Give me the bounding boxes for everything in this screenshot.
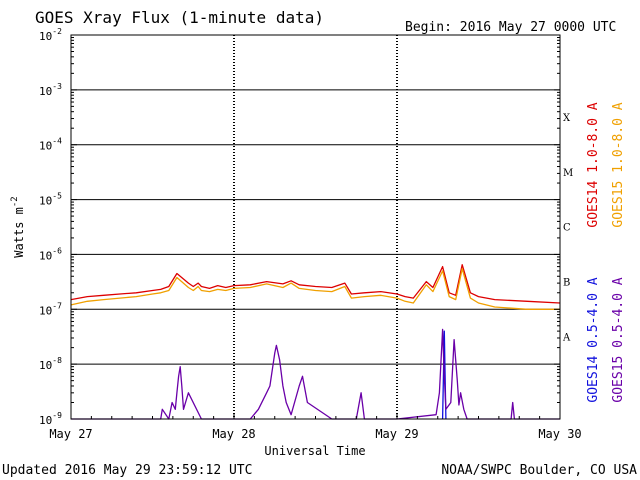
chart-title: GOES Xray Flux (1-minute data) bbox=[35, 8, 324, 27]
y-tick-label-exponent: -4 bbox=[52, 137, 62, 146]
y-tick-label-base: 10 bbox=[39, 304, 52, 317]
y-tick-label-3: 10-6 bbox=[39, 246, 62, 262]
x-axis-ticks: May 27 May 28 May 29 May 30 bbox=[49, 413, 582, 441]
legend: GOES14 1.0-8.0 A GOES15 1.0-8.0 A GOES14 0… bbox=[586, 102, 626, 402]
x-tick-label-0: May 27 bbox=[49, 427, 92, 441]
y-tick-label-4: 10-5 bbox=[39, 192, 62, 208]
flare-class-c: C bbox=[563, 223, 571, 234]
legend-entry-3: GOES15 0.5-4.0 A bbox=[611, 277, 626, 402]
series-layer bbox=[70, 264, 561, 420]
x-tick-label-3: May 30 bbox=[538, 427, 581, 441]
y-tick-label-5: 10-4 bbox=[39, 137, 62, 153]
y-tick-label-exponent: -8 bbox=[52, 356, 62, 365]
y-tick-label-exponent: -3 bbox=[52, 82, 62, 91]
y-tick-label-exponent: -9 bbox=[52, 411, 62, 420]
legend-entry-1: GOES15 1.0-8.0 A bbox=[611, 102, 626, 227]
y-tick-label-exponent: -2 bbox=[52, 27, 62, 36]
flare-class-m: M bbox=[563, 168, 573, 179]
flare-class-x: X bbox=[563, 113, 571, 124]
begin-time: Begin: 2016 May 27 0000 UTC bbox=[405, 20, 616, 35]
x-tick-label-1: May 28 bbox=[212, 427, 255, 441]
grid-lines bbox=[71, 35, 560, 419]
y-tick-label-exponent: -6 bbox=[52, 246, 62, 255]
legend-entry-2: GOES14 0.5-4.0 A bbox=[586, 277, 601, 402]
y-tick-label-base: 10 bbox=[39, 249, 52, 262]
updated-time: Updated 2016 May 29 23:59:12 UTC bbox=[2, 463, 252, 478]
y-tick-label-2: 10-7 bbox=[39, 301, 62, 317]
y-tick-label-base: 10 bbox=[39, 414, 52, 427]
source-credit: NOAA/SWPC Boulder, CO USA bbox=[441, 463, 637, 478]
y-tick-label-exponent: -5 bbox=[52, 192, 62, 201]
flare-class-labels: A B C M X bbox=[562, 113, 573, 343]
y-tick-label-base: 10 bbox=[39, 85, 52, 98]
flare-class-b: B bbox=[563, 278, 570, 289]
y-tick-label-exponent: -7 bbox=[52, 301, 62, 310]
y-tick-label-6: 10-3 bbox=[39, 82, 62, 98]
y-tick-label-base: 10 bbox=[39, 359, 52, 372]
y-tick-label-base: 10 bbox=[39, 195, 52, 208]
y-axis-label-exponent: -2 bbox=[10, 196, 20, 207]
y-axis-label-group: Watts m-2 bbox=[10, 196, 26, 257]
y-tick-label-7: 10-2 bbox=[39, 27, 62, 43]
plot-frame bbox=[70, 34, 561, 420]
flare-class-a: A bbox=[562, 332, 571, 343]
x-axis-label: Universal Time bbox=[264, 444, 365, 458]
series-line-0 bbox=[70, 264, 561, 304]
y-tick-label-0: 10-9 bbox=[39, 411, 62, 427]
y-tick-label-base: 10 bbox=[39, 140, 52, 153]
y-axis-ticks: 10-910-810-710-610-510-410-310-2 bbox=[39, 27, 560, 427]
x-tick-label-2: May 29 bbox=[375, 427, 418, 441]
legend-entry-0: GOES14 1.0-8.0 A bbox=[586, 102, 601, 227]
y-axis-label-text: Watts m bbox=[12, 207, 26, 258]
y-tick-label-base: 10 bbox=[39, 30, 52, 43]
y-axis-label: Watts m-2 bbox=[10, 196, 26, 257]
series-line-3 bbox=[71, 328, 560, 420]
y-tick-label-1: 10-8 bbox=[39, 356, 62, 372]
series-line-1 bbox=[70, 268, 560, 310]
